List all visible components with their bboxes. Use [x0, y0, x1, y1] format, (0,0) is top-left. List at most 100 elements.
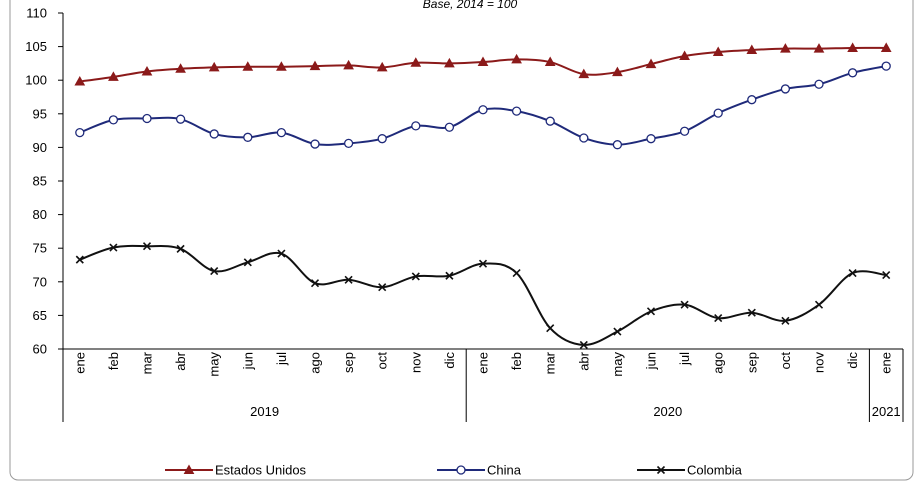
data-point — [243, 258, 252, 267]
x-tick-label: mar — [140, 351, 155, 374]
series-china — [75, 61, 891, 150]
x-year-label: 2020 — [653, 404, 682, 419]
x-marker-stroke — [176, 244, 185, 253]
data-point — [478, 105, 488, 115]
data-point — [277, 249, 286, 258]
y-tick-label: 85 — [33, 174, 47, 189]
x-tick-label: jul — [677, 352, 692, 366]
x-marker-stroke — [613, 327, 622, 336]
data-point — [477, 56, 489, 67]
data-point — [612, 66, 623, 77]
data-point — [881, 61, 891, 71]
x-marker-stroke — [680, 300, 689, 309]
data-point — [411, 121, 421, 131]
x-tick-label: jun — [644, 352, 659, 370]
chart-frame — [9, 0, 914, 481]
legend-label: Estados Unidos — [215, 463, 307, 478]
x-tick-label: jul — [274, 352, 289, 366]
x-marker-stroke — [781, 316, 790, 325]
x-marker-stroke — [747, 308, 756, 317]
data-point — [612, 140, 623, 150]
legend-swatch-marker — [656, 465, 666, 475]
data-point — [645, 58, 657, 69]
data-point — [579, 340, 588, 350]
x-tick-label: mar — [543, 351, 558, 374]
x-tick-label: jun — [240, 352, 255, 370]
data-point — [511, 106, 522, 116]
data-point — [243, 132, 253, 142]
x-marker-stroke — [75, 255, 84, 264]
x-tick-label: ago — [711, 352, 726, 374]
data-point — [75, 255, 84, 264]
x-tick-label: sep — [341, 352, 356, 373]
x-tick-label: ene — [72, 352, 87, 374]
legend-item: China — [437, 463, 522, 478]
x-tick-label: abr — [173, 351, 188, 370]
data-point — [544, 56, 556, 67]
y-tick-label: 105 — [25, 39, 47, 54]
data-point — [142, 113, 152, 124]
x-marker-stroke — [814, 300, 824, 309]
data-point — [813, 43, 825, 53]
data-point — [343, 59, 354, 70]
legend-swatch-marker — [456, 465, 466, 475]
y-tick-label: 75 — [33, 241, 47, 256]
x-year-label: 2019 — [250, 404, 279, 419]
data-point — [142, 242, 152, 251]
x-tick-label: nov — [408, 352, 423, 373]
data-point — [176, 244, 185, 253]
data-point — [511, 53, 522, 64]
series-estados-unidos — [74, 42, 892, 86]
data-point — [613, 327, 622, 336]
x-marker-stroke — [445, 271, 454, 280]
axes: 60 65 70 75 80 85 90 95 100 105 110 ene feb mar abr may… — [25, 6, 904, 422]
data-point — [847, 68, 858, 78]
y-tick-label: 80 — [33, 207, 47, 222]
x-marker-stroke — [714, 314, 723, 323]
x-marker-stroke — [411, 272, 420, 281]
data-point — [309, 60, 321, 71]
data-point — [814, 300, 824, 309]
data-point — [646, 307, 656, 316]
x-marker-stroke — [478, 259, 488, 268]
data-point — [209, 129, 219, 139]
data-point — [276, 61, 287, 71]
x-marker-stroke — [378, 283, 387, 292]
data-point — [814, 79, 824, 89]
data-point — [478, 259, 488, 268]
x-tick-label: abr — [576, 351, 591, 370]
legend: Estados Unidos China Colombia — [165, 463, 743, 478]
y-tick-label: 90 — [33, 140, 47, 155]
data-point — [713, 108, 723, 118]
data-point — [376, 61, 388, 72]
data-point — [679, 126, 690, 136]
data-point — [310, 279, 320, 288]
data-point — [746, 44, 758, 54]
x-marker-stroke — [882, 271, 891, 280]
data-point — [141, 65, 153, 76]
x-tick-label: sep — [744, 352, 759, 373]
x-marker-stroke — [656, 465, 666, 475]
x-tick-label: feb — [106, 352, 121, 370]
x-tick-label: ene — [476, 352, 491, 374]
data-point — [444, 122, 455, 132]
x-tick-label: may — [610, 352, 625, 377]
y-tick-label: 70 — [33, 274, 47, 289]
data-point — [781, 316, 790, 325]
x-tick-label: oct — [778, 352, 793, 370]
data-point — [175, 114, 186, 124]
series-layer — [74, 42, 892, 350]
data-point — [780, 43, 791, 53]
data-point — [679, 50, 690, 61]
x-tick-label: dic — [442, 352, 457, 369]
data-point — [848, 268, 857, 278]
data-point — [780, 84, 791, 94]
legend-item: Colombia — [637, 463, 743, 478]
y-tick-label: 95 — [33, 106, 47, 121]
data-point — [545, 116, 555, 126]
x-marker-stroke — [344, 275, 353, 284]
legend-item: Estados Unidos — [165, 463, 307, 478]
x-tick-label: may — [207, 352, 222, 377]
